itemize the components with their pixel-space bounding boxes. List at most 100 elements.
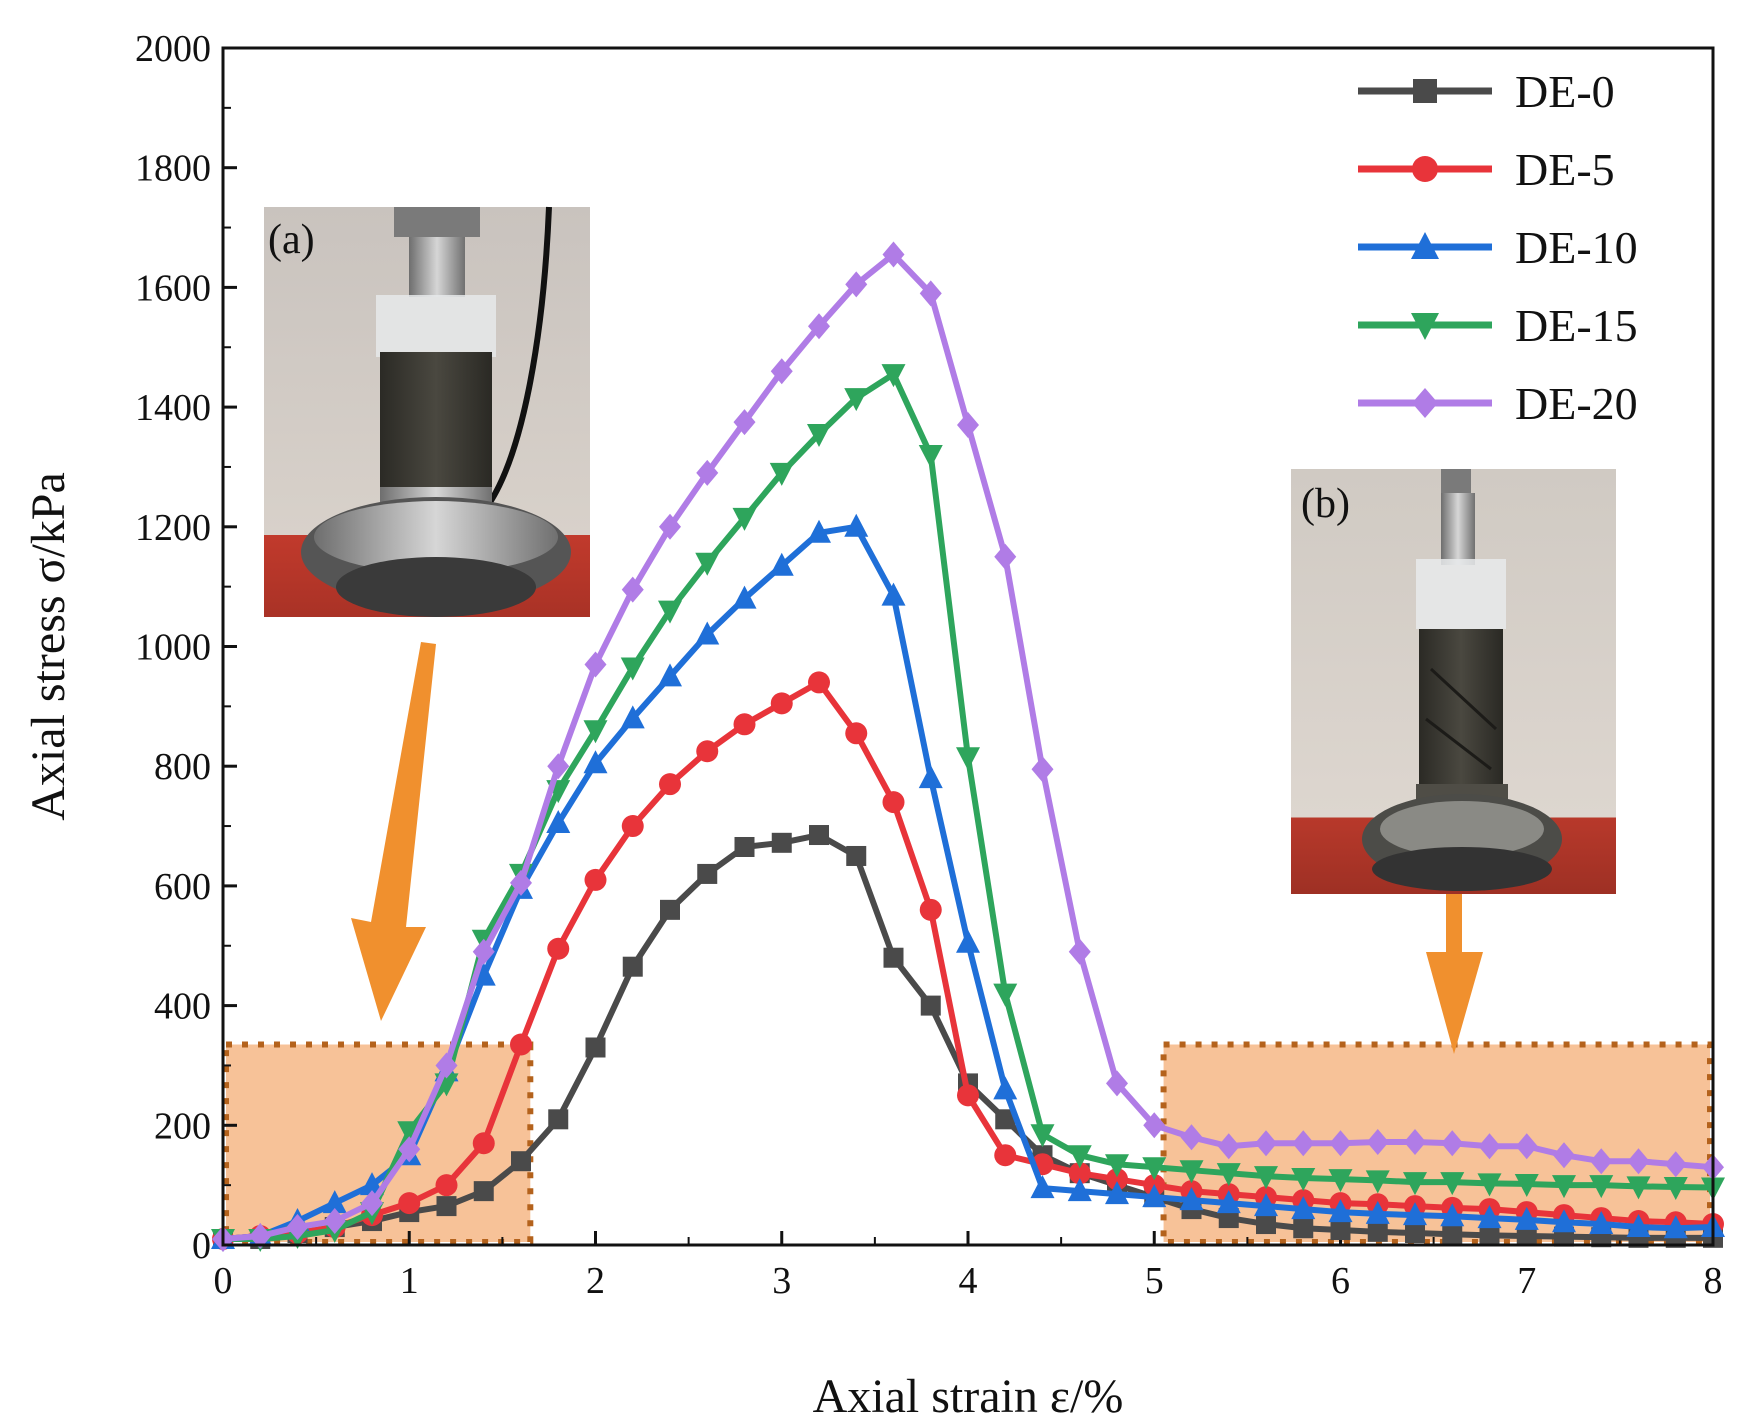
data-point-DE-0 xyxy=(697,863,718,884)
data-point-DE-15 xyxy=(397,1121,422,1145)
data-point-DE-5 xyxy=(621,815,644,838)
y-tick-label: 200 xyxy=(154,1105,211,1147)
data-point-DE-15 xyxy=(1365,1170,1390,1194)
legend-label: DE-0 xyxy=(1515,66,1615,117)
data-point-DE-20 xyxy=(547,753,570,780)
specimen-photo-a: (a) xyxy=(264,206,590,617)
plot-frame xyxy=(221,46,1715,1247)
data-point-DE-20 xyxy=(1441,1130,1464,1157)
y-tick-label: 400 xyxy=(154,986,211,1028)
data-point-DE-20 xyxy=(1366,1129,1389,1156)
data-point-DE-0 xyxy=(1367,1221,1388,1242)
data-point-DE-20 xyxy=(1553,1142,1575,1169)
data-point-DE-5 xyxy=(510,1033,532,1056)
data-point-DE-0 xyxy=(1330,1220,1351,1241)
data-point-DE-5 xyxy=(696,740,719,763)
data-point-DE-5 xyxy=(845,722,868,745)
x-tick-label: 0 xyxy=(214,1260,233,1302)
y-tick-label: 1600 xyxy=(135,267,211,309)
inset-b-label: (b) xyxy=(1301,481,1350,527)
x-tick-label: 3 xyxy=(772,1260,791,1302)
data-point-DE-20 xyxy=(1404,1129,1426,1156)
data-point-DE-15 xyxy=(1589,1175,1614,1199)
data-point-DE-15 xyxy=(1440,1172,1465,1196)
data-point-DE-10 xyxy=(1589,1211,1614,1235)
data-point-DE-10 xyxy=(807,519,831,543)
data-series xyxy=(211,241,1725,1253)
y-tick-label: 1000 xyxy=(135,627,211,669)
data-point-DE-10 xyxy=(1365,1200,1390,1224)
data-point-DE-5 xyxy=(1106,1168,1128,1191)
x-tick-label: 8 xyxy=(1704,1260,1723,1302)
data-point-DE-15 xyxy=(1552,1175,1576,1199)
y-axis: 0 200 400 600 800 1000 1200 1400 1600 1800 2000 Axi… xyxy=(22,28,237,1267)
legend-item-DE-5: DE-5 xyxy=(1358,144,1615,195)
legend-item-DE-0: DE-0 xyxy=(1358,66,1615,117)
x-tick-label: 4 xyxy=(959,1260,978,1302)
data-point-DE-10 xyxy=(732,585,757,609)
data-point-DE-20 xyxy=(435,1052,458,1079)
series-DE-10 xyxy=(211,513,1725,1250)
data-point-DE-20 xyxy=(361,1190,383,1217)
data-point-DE-20 xyxy=(733,409,756,436)
data-point-DE-20 xyxy=(286,1214,309,1241)
data-point-DE-15 xyxy=(1179,1160,1204,1184)
data-point-DE-0 xyxy=(436,1196,457,1217)
data-point-DE-15 xyxy=(918,444,943,468)
data-point-DE-20 xyxy=(1664,1151,1687,1178)
data-point-DE-20 xyxy=(1478,1133,1501,1160)
data-point-DE-15 xyxy=(695,552,720,576)
data-point-DE-15 xyxy=(1663,1176,1688,1200)
data-point-DE-20 xyxy=(1255,1130,1277,1157)
data-point-DE-20 xyxy=(472,938,495,965)
data-point-DE-10 xyxy=(1552,1209,1576,1233)
arrow-b xyxy=(1426,894,1483,1054)
legend-marker xyxy=(1413,79,1437,103)
y-tick-label: 0 xyxy=(192,1225,211,1267)
data-point-DE-10 xyxy=(583,750,608,774)
data-point-DE-10 xyxy=(695,621,720,645)
y-tick-label: 1200 xyxy=(135,507,211,549)
data-point-DE-10 xyxy=(471,962,496,986)
data-point-DE-15 xyxy=(1105,1154,1129,1178)
legend-item-DE-20: DE-20 xyxy=(1358,378,1638,429)
data-point-DE-10 xyxy=(1067,1178,1092,1202)
data-point-DE-10 xyxy=(1142,1184,1167,1208)
data-point-DE-20 xyxy=(919,280,942,307)
data-point-DE-20 xyxy=(621,576,644,603)
data-point-DE-20 xyxy=(845,271,868,298)
data-point-DE-15 xyxy=(1254,1166,1278,1190)
legend-label: DE-10 xyxy=(1515,222,1638,273)
data-point-DE-15 xyxy=(1030,1124,1055,1148)
data-point-DE-5 xyxy=(994,1144,1017,1167)
y-tick-label: 1800 xyxy=(135,148,211,190)
data-point-DE-10 xyxy=(620,705,645,729)
data-point-DE-10 xyxy=(1291,1196,1316,1220)
data-point-DE-0 xyxy=(809,825,829,846)
data-point-DE-20 xyxy=(1068,938,1091,965)
data-point-DE-10 xyxy=(993,1076,1018,1100)
data-point-DE-10 xyxy=(1179,1187,1204,1211)
arrow-a xyxy=(351,642,436,1021)
data-point-DE-0 xyxy=(1256,1214,1276,1235)
data-point-DE-10 xyxy=(1403,1202,1427,1226)
data-point-DE-15 xyxy=(732,507,757,531)
data-point-DE-20 xyxy=(249,1223,272,1250)
data-point-DE-20 xyxy=(808,313,830,340)
data-point-DE-15 xyxy=(807,424,831,448)
data-point-DE-10 xyxy=(546,810,571,834)
data-point-DE-20 xyxy=(957,412,979,439)
data-point-DE-5 xyxy=(919,898,942,921)
data-point-DE-5 xyxy=(584,868,607,891)
data-point-DE-10 xyxy=(1105,1181,1129,1205)
data-point-DE-20 xyxy=(1031,756,1054,783)
data-point-DE-10 xyxy=(322,1190,347,1214)
data-point-DE-15 xyxy=(1216,1163,1241,1187)
legend-marker xyxy=(1412,156,1438,182)
legend-label: DE-5 xyxy=(1515,144,1615,195)
data-point-DE-10 xyxy=(1440,1203,1465,1227)
data-point-DE-10 xyxy=(918,765,943,789)
data-point-DE-15 xyxy=(1142,1157,1167,1181)
data-point-DE-0 xyxy=(1293,1218,1314,1239)
data-point-DE-10 xyxy=(956,929,980,953)
